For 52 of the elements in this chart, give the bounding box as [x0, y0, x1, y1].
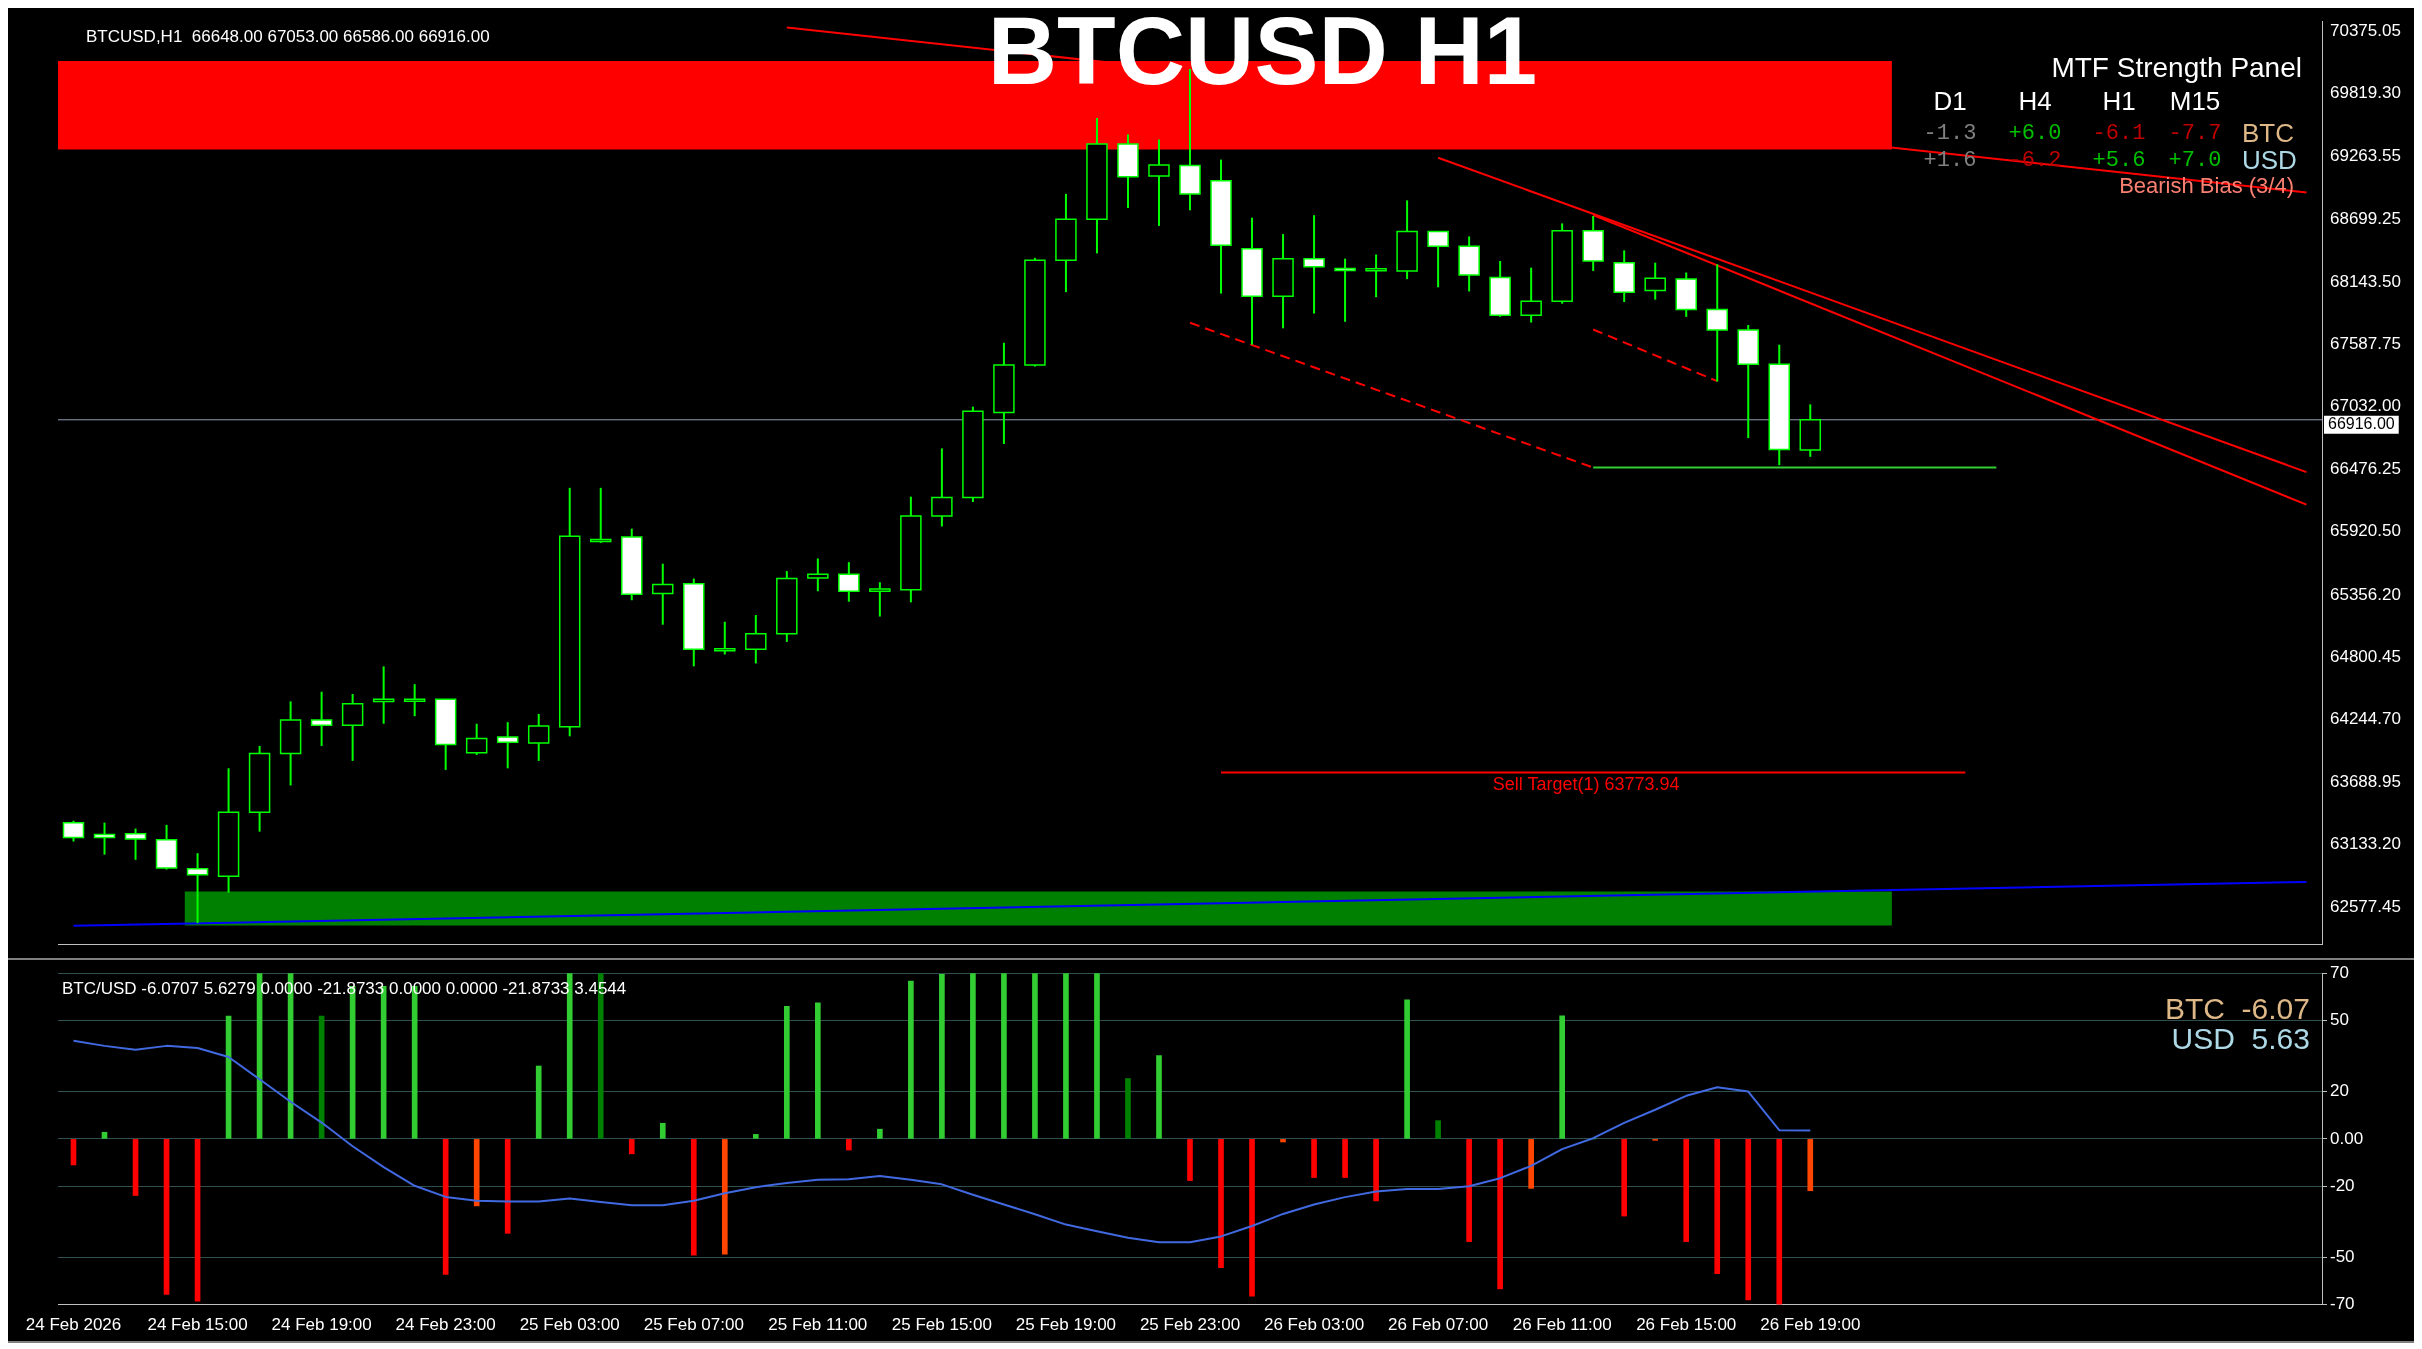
annotation: +1.6 [1923, 148, 1977, 174]
x-tick-label: 25 Feb 15:00 [891, 1315, 992, 1335]
x-tick-label: 25 Feb 23:00 [1139, 1315, 1241, 1335]
annotation: +6.0 [2008, 121, 2062, 147]
y-tick-label: 69263.55 [2330, 145, 2401, 165]
y-tick-label: 70375.05 [2330, 21, 2401, 41]
annotation: -1.3 [1923, 121, 1977, 147]
y-tick-label: 66476.25 [2330, 458, 2401, 478]
annotation: -7.7 [2168, 121, 2222, 147]
ref-line-label: 66916.00 [2328, 415, 2395, 433]
annotation: D1 [1933, 86, 1967, 117]
y-tick-label: 69819.30 [2330, 83, 2401, 103]
chart-subtitle: BTCUSD,H1 66648.00 67053.00 66586.00 66916.00 [86, 26, 490, 46]
annotation: Sell Target(1) 63773.94 [1492, 773, 1680, 794]
annotation: +7.0 [2168, 148, 2222, 174]
x-tick-label: 25 Feb 11:00 [768, 1315, 868, 1335]
x-tick-label: 25 Feb 07:00 [643, 1315, 744, 1335]
y-tick-label: -70 [2330, 1294, 2355, 1314]
annotation: M15 [2169, 86, 2221, 117]
y-tick-label: 63688.95 [2330, 771, 2401, 791]
x-tick-label: 24 Feb 2026 [25, 1315, 122, 1335]
x-tick-label: 26 Feb 19:00 [1760, 1315, 1861, 1335]
annotation: -6.1 [2092, 121, 2146, 147]
x-tick-label: 26 Feb 11:00 [1512, 1315, 1612, 1335]
y-tick-label: 64244.70 [2330, 709, 2401, 729]
y-tick-label: 50 [2330, 1010, 2349, 1030]
x-tick-label: 25 Feb 19:00 [1015, 1315, 1117, 1335]
x-tick-label: 24 Feb 23:00 [395, 1315, 496, 1335]
x-tick-label: 25 Feb 03:00 [519, 1315, 620, 1335]
y-tick-label: 67032.00 [2330, 396, 2401, 416]
annotation: MTF Strength Panel [2051, 51, 2302, 83]
y-tick-label: 70 [2330, 962, 2349, 982]
y-tick-label: 63133.20 [2330, 834, 2401, 854]
y-tick-label: -50 [2330, 1246, 2355, 1266]
y-tick-label: 68699.25 [2330, 209, 2401, 229]
y-tick-label: -20 [2330, 1175, 2355, 1195]
y-tick-label: 62577.45 [2330, 896, 2401, 916]
x-tick-label: 26 Feb 15:00 [1636, 1315, 1737, 1335]
y-tick-label: 67587.75 [2330, 334, 2401, 354]
y-tick-label: 64800.45 [2330, 647, 2401, 666]
x-tick-label: 26 Feb 03:00 [1263, 1315, 1365, 1335]
y-tick-label: 20 [2330, 1081, 2349, 1101]
y-tick-label: 0.00 [2330, 1128, 2364, 1148]
x-tick-label: 24 Feb 19:00 [271, 1315, 372, 1335]
annotation: H4 [2018, 86, 2052, 117]
y-tick-label: 68143.50 [2330, 271, 2401, 291]
y-tick-label: 65356.20 [2330, 584, 2401, 604]
x-tick-label: 24 Feb 15:00 [147, 1315, 248, 1335]
annotation: H1 [2102, 86, 2136, 117]
y-tick-label: 65920.50 [2330, 521, 2401, 541]
annotation: +5.6 [2092, 148, 2146, 174]
x-tick-label: 26 Feb 07:00 [1388, 1315, 1489, 1335]
